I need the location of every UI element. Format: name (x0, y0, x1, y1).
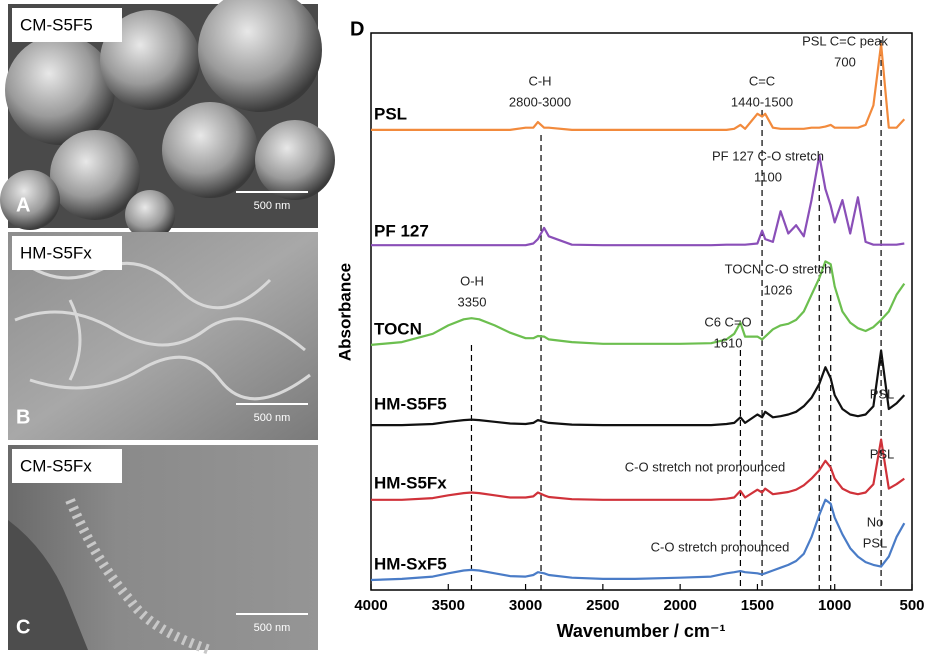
panel-label: HM-S5Fx (20, 243, 92, 262)
series-label: HM-S5F5 (374, 394, 447, 413)
panel-letter: C (16, 616, 30, 638)
spectrum-line (371, 351, 904, 426)
annotation: C6 C=O (704, 314, 751, 329)
spectrum-line (371, 500, 904, 580)
annotation: C-O stretch pronounced (651, 539, 790, 554)
scale-label: 500 nm (254, 200, 291, 212)
x-tick-label: 500 (899, 597, 924, 614)
x-tick-label: 2500 (586, 597, 619, 614)
x-tick-label: 1500 (741, 597, 774, 614)
figure-svg: CM-S5F5 A 500 nm HM-S5Fx B 500 nm CM-S5Fx C 500 … (0, 0, 930, 657)
annotation: C-O stretch not pronounced (625, 459, 785, 474)
annotation: 3350 (458, 294, 487, 309)
annotation: 1610 (714, 335, 743, 350)
series-label: HM-S5Fx (374, 473, 447, 492)
spectrum-line (371, 156, 904, 246)
annotation: PF 127 C-O stretch (712, 148, 824, 163)
annotation: 1440-1500 (731, 94, 793, 109)
series-label: TOCN (374, 319, 422, 338)
figure: CM-S5F5 A 500 nm HM-S5Fx B 500 nm CM-S5Fx C 500 … (0, 0, 930, 657)
annotation: 1026 (764, 282, 793, 297)
x-tick-label: 3500 (432, 597, 465, 614)
panel-letter: D (350, 18, 364, 40)
x-tick-label: 2000 (663, 597, 696, 614)
x-tick-label: 1000 (818, 597, 851, 614)
scale-label: 500 nm (254, 622, 291, 634)
x-tick-label: 3000 (509, 597, 542, 614)
x-tick-label: 4000 (354, 597, 387, 614)
panel-letter: A (16, 194, 30, 216)
series-label: PF 127 (374, 221, 429, 240)
scale-label: 500 nm (254, 412, 291, 424)
annotation: PSL C=C peak (802, 33, 888, 48)
annotation: C-H (528, 73, 551, 88)
annotation: 1100 (754, 169, 782, 184)
annotation: 2800-3000 (509, 94, 571, 109)
panel-letter: B (16, 406, 30, 428)
annotation: No (867, 514, 884, 529)
panel-label: CM-S5Fx (20, 456, 92, 475)
annotation: PSL (870, 386, 895, 401)
series-label: PSL (374, 104, 407, 123)
y-axis-title: Absorbance (335, 263, 354, 361)
annotation: TOCN C-O stretch (725, 261, 832, 276)
spectrum-line (371, 44, 904, 130)
series-label: HM-SxF5 (374, 554, 447, 573)
annotation: PSL (870, 446, 895, 461)
annotation: 700 (834, 54, 856, 69)
annotation: PSL (863, 535, 888, 550)
annotation: O-H (460, 273, 484, 288)
panel-label: CM-S5F5 (20, 15, 93, 34)
annotation: C=C (749, 73, 775, 88)
x-axis-title: Wavenumber / cm⁻¹ (557, 621, 726, 641)
image-panels (0, 0, 335, 650)
